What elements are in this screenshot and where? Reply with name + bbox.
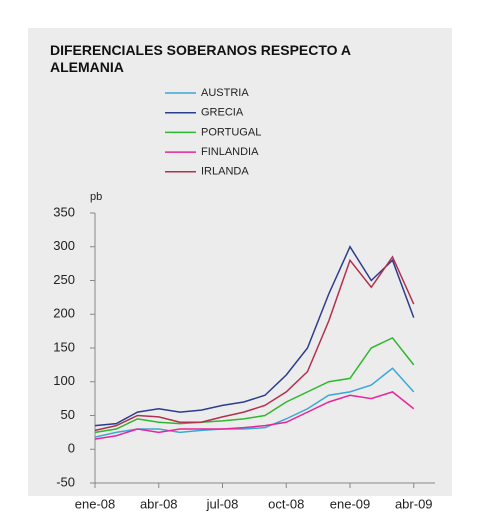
series-line: [94, 391, 415, 440]
x-tick-label: ene-09: [330, 496, 370, 511]
y-tick-label: 0: [68, 441, 75, 456]
chart-title: DIFERENCIALES SOBERANOS RESPECTO A ALEMA…: [50, 42, 351, 75]
y-tick-label: 200: [53, 306, 75, 321]
series-line: [94, 336, 415, 434]
legend-label: GRECIA: [201, 107, 244, 119]
x-tick-label: oct-08: [268, 496, 304, 511]
y-tick-label: 150: [53, 339, 75, 354]
x-tick-label: abr-09: [395, 496, 433, 511]
series-line: [94, 367, 415, 438]
y-tick-label: 350: [53, 204, 75, 219]
y-tick-label: -50: [56, 474, 75, 489]
x-tick-label: ene-08: [75, 496, 115, 511]
y-tick-label: 100: [53, 373, 75, 388]
legend-label: IRLANDA: [201, 166, 249, 178]
series-line: [94, 255, 415, 432]
y-tick-label: 50: [61, 407, 75, 422]
y-axis-label: pb: [90, 191, 102, 203]
legend-label: AUSTRIA: [201, 87, 249, 99]
y-tick-label: 250: [53, 272, 75, 287]
chart-panel: [28, 28, 452, 496]
x-tick-label: jul-08: [206, 496, 239, 511]
x-tick-label: abr-08: [140, 496, 178, 511]
legend-label: FINLANDIA: [201, 146, 259, 158]
legend-label: PORTUGAL: [201, 126, 261, 138]
series-line: [94, 245, 415, 427]
y-tick-label: 300: [53, 238, 75, 253]
